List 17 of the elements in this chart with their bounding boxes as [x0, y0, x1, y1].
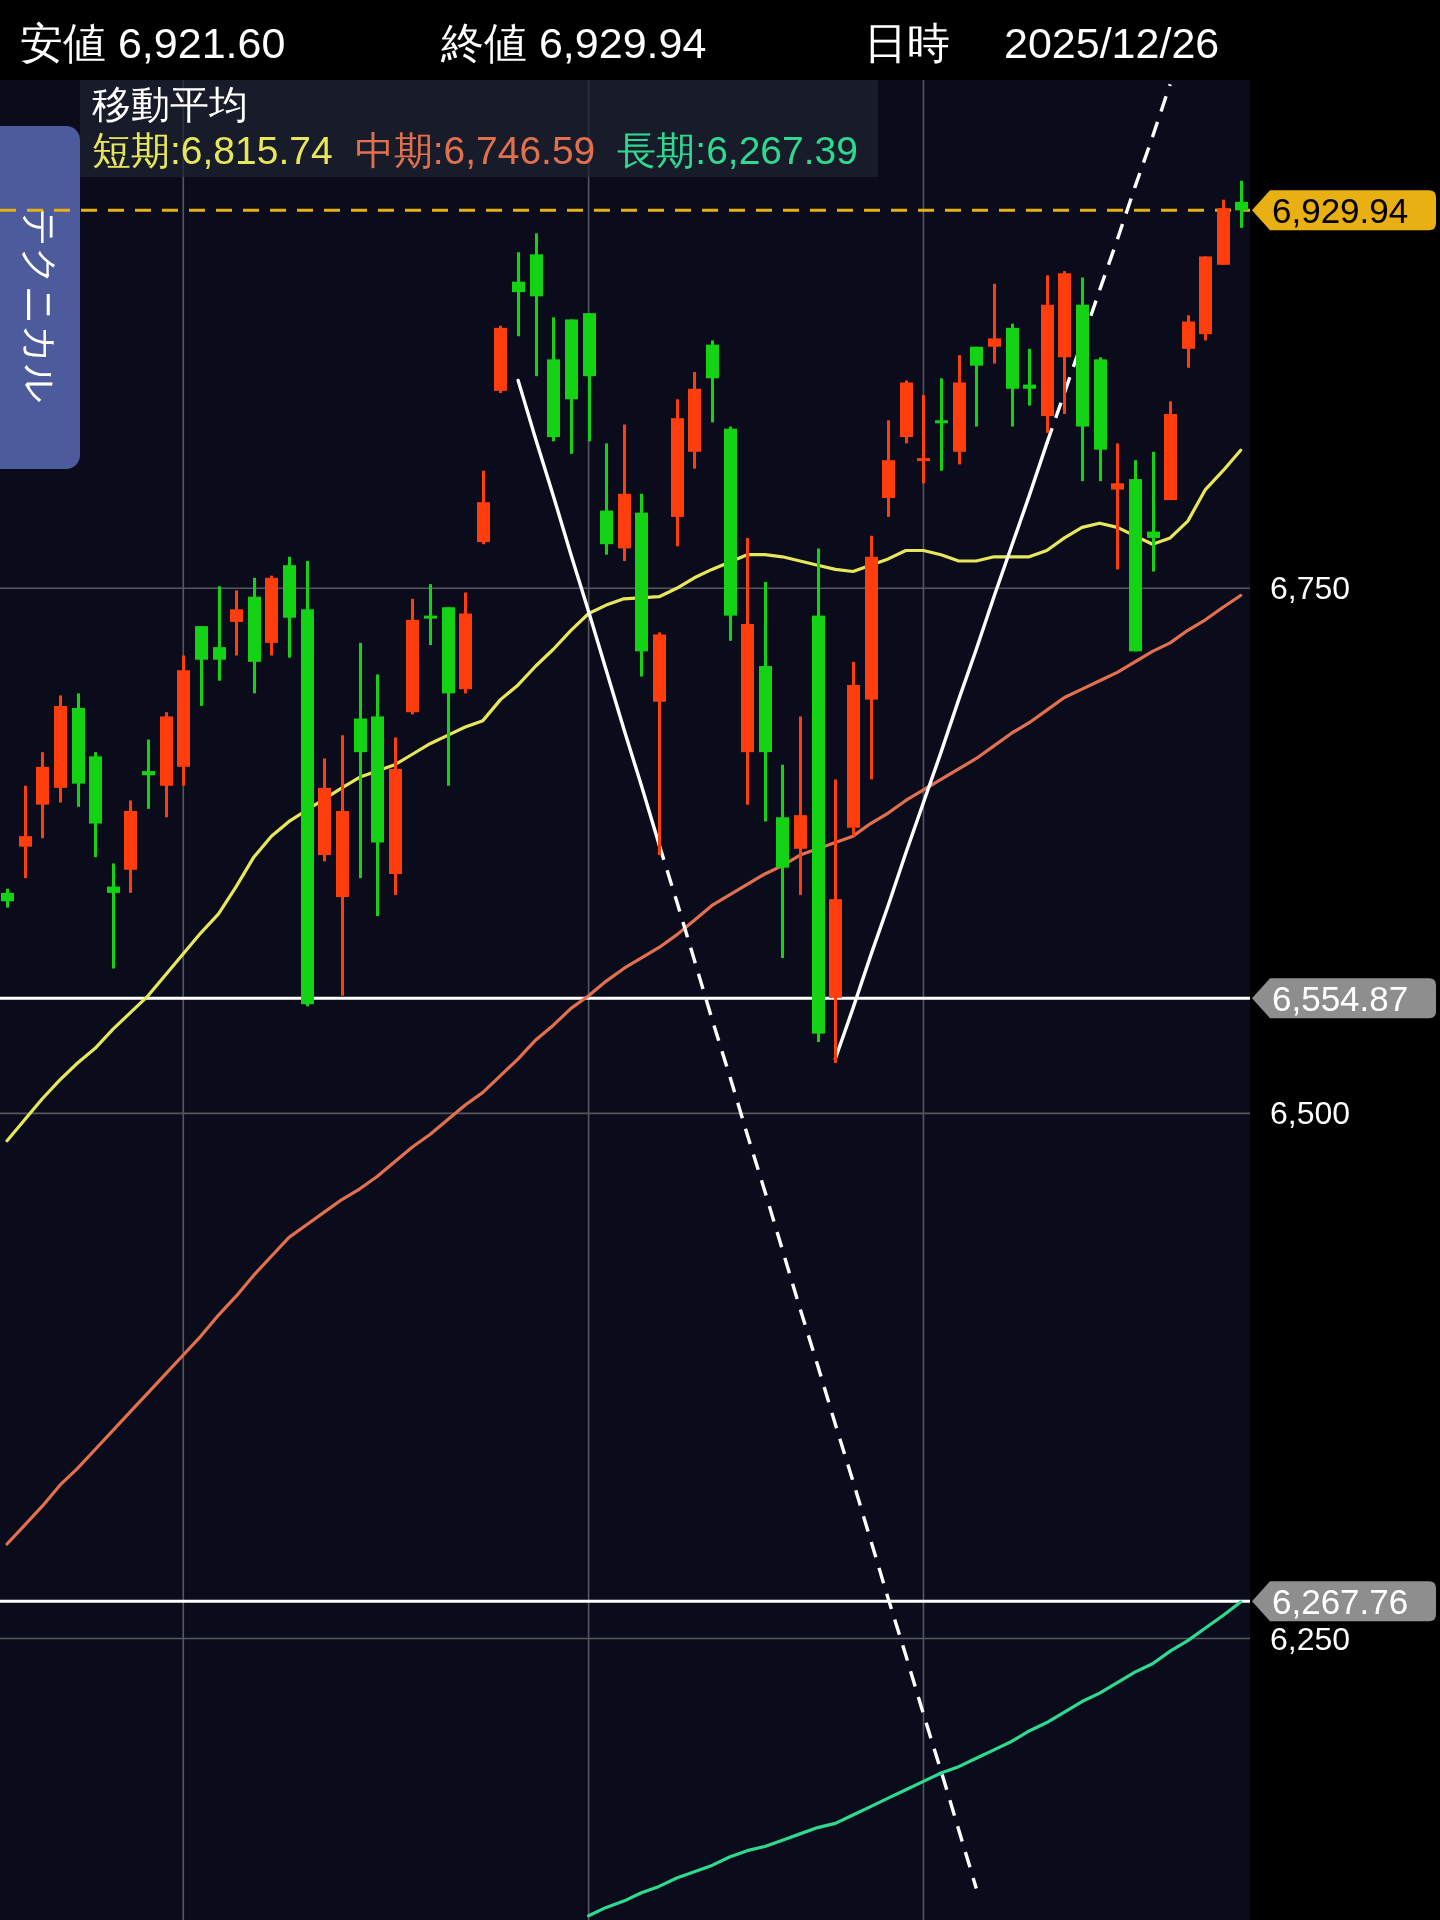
- ref-line-label: 6,267.76: [1272, 1581, 1409, 1621]
- y-tick-label: 6,750: [1270, 570, 1351, 607]
- price-tag: 6,554.87: [1252, 978, 1436, 1019]
- y-tick-label: 6,500: [1270, 1095, 1351, 1132]
- header-text: 安値 6,921.60: [20, 19, 286, 67]
- legend-title: 移動平均: [92, 83, 248, 126]
- legend: 移動平均 短期:6,815.74 中期:6,746.59 長期:6,267.39: [80, 80, 878, 177]
- ref-line-label: 6,929.94: [1272, 190, 1409, 230]
- header-text: 終値 6,929.94: [441, 19, 707, 67]
- y-tick-label: 6,250: [1270, 1620, 1351, 1657]
- price-tag: 6,267.76: [1252, 1581, 1436, 1622]
- button-technical: テクニカル: [0, 126, 80, 469]
- price-tag: 6,929.94: [1252, 190, 1436, 231]
- ref-line-label: 6,554.87: [1272, 978, 1409, 1018]
- annotation: テクニカル: [19, 207, 61, 403]
- header-text: 2025/12/26: [1004, 19, 1220, 67]
- header-text: 日時: [864, 19, 950, 67]
